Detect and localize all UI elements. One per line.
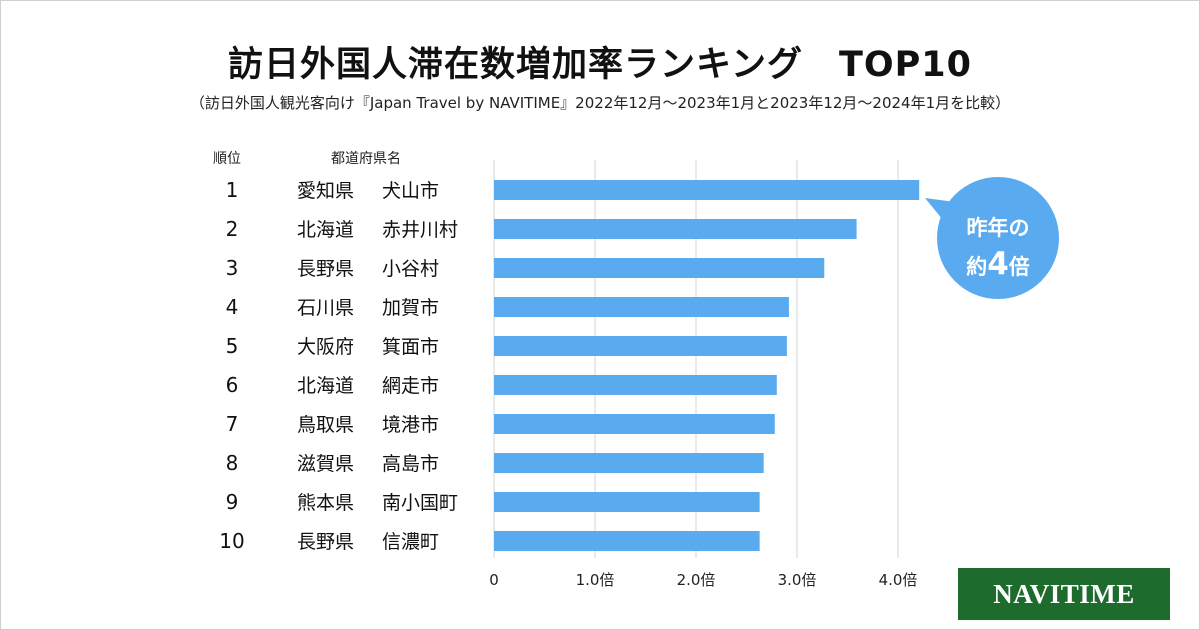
rank-header: 順位 [213,151,241,167]
name-header: 都道府県名 [331,151,401,167]
city-label: 小谷村 [382,258,439,280]
chart-title: 訪日外国人滞在数増加率ランキング TOP10 [228,45,972,85]
callout-number: 4 [987,246,1009,282]
prefecture-label: 北海道 [297,219,354,241]
x-tick-label: 0 [489,571,499,589]
bar [494,258,825,278]
callout-suffix: 倍 [1008,255,1030,279]
callout-shape [925,177,1059,299]
prefecture-label: 愛知県 [297,180,354,202]
callout-line2: 約4倍 [930,246,1066,282]
prefecture-label: 熊本県 [297,492,354,514]
city-label: 箕面市 [382,336,439,358]
prefecture-label: 大阪府 [297,336,354,358]
city-label: 網走市 [382,375,439,397]
prefecture-label: 長野県 [297,258,354,280]
city-label: 信濃町 [382,531,439,553]
rank-label: 9 [226,490,239,514]
rank-label: 6 [226,373,239,397]
callout-line1: 昨年の [966,216,1030,240]
x-tick-label: 4.0倍 [879,571,918,589]
prefecture-label: 鳥取県 [297,414,354,436]
bar [494,531,760,551]
bar [494,414,775,434]
x-tick-label: 1.0倍 [576,571,615,589]
city-label: 犬山市 [382,180,439,202]
bar [494,180,920,200]
rank-label: 1 [226,178,239,202]
bar [494,297,789,317]
city-label: 南小国町 [382,492,458,514]
prefecture-label: 石川県 [297,297,354,319]
bar [494,336,787,356]
callout-prefix: 約 [966,255,988,279]
rank-label: 4 [226,295,239,319]
city-label: 高島市 [382,453,439,475]
rank-label: 5 [226,334,239,358]
rank-label: 7 [226,412,239,436]
rank-label: 3 [226,256,239,280]
prefecture-label: 長野県 [297,531,354,553]
prefecture-label: 北海道 [297,375,354,397]
prefecture-label: 滋賀県 [297,453,354,475]
navitime-logo: NAVITIME [958,568,1170,620]
rank-label: 10 [219,529,244,553]
bar [494,219,857,239]
bar [494,453,764,473]
rank-label: 8 [226,451,239,475]
city-label: 赤井川村 [382,219,458,241]
city-label: 加賀市 [382,297,439,319]
bar [494,375,777,395]
x-tick-label: 2.0倍 [677,571,716,589]
bar [494,492,760,512]
city-label: 境港市 [382,414,439,436]
chart-subtitle: （訪日外国人観光客向け『Japan Travel by NAVITIME』202… [189,94,1011,112]
rank-label: 2 [226,217,239,241]
x-tick-label: 3.0倍 [778,571,817,589]
callout-bubble: 昨年の 約4倍 [925,176,1061,300]
